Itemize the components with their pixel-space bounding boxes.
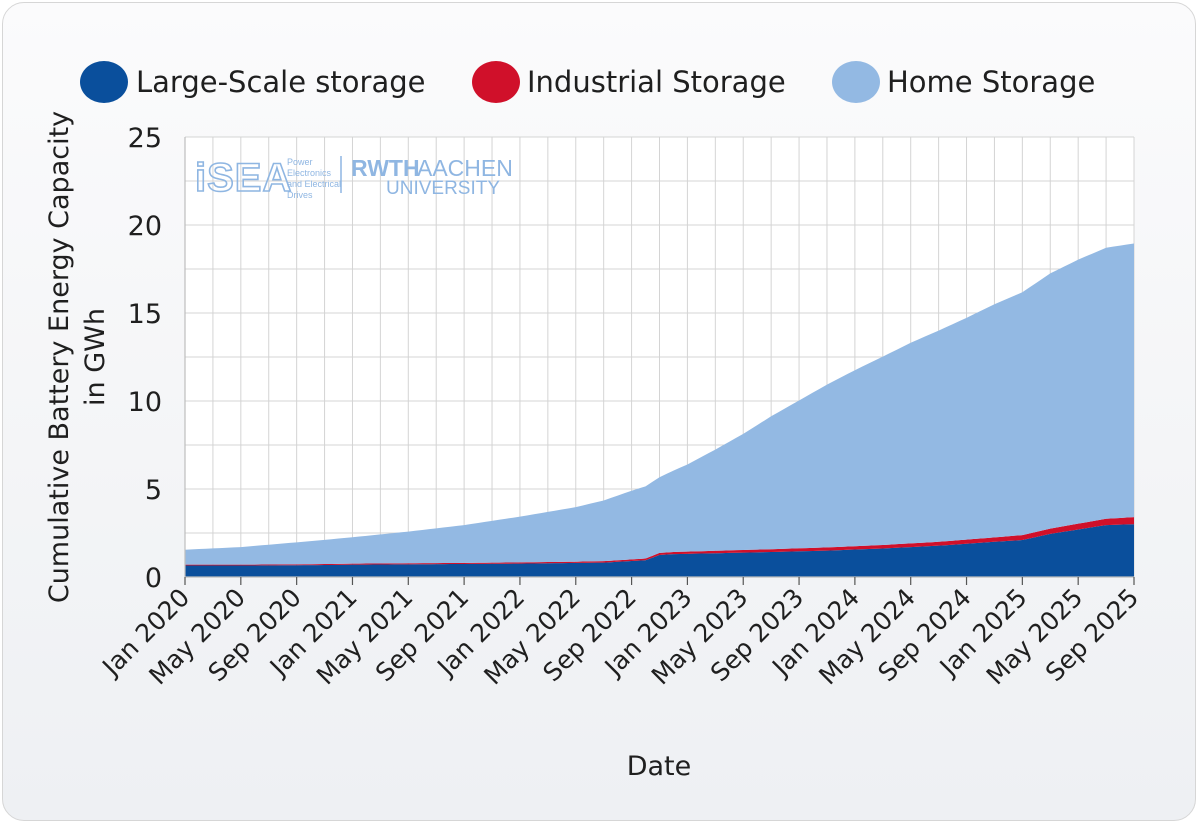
y-tick-label: 10 bbox=[128, 387, 162, 418]
y-axis-title-line2: in GWh bbox=[80, 308, 111, 406]
axes bbox=[184, 137, 1134, 578]
y-tick-label: 15 bbox=[128, 299, 162, 330]
isea-logo-text: iSEA bbox=[195, 156, 292, 200]
area-large-scale-storage bbox=[185, 524, 1134, 577]
rwth-logo-text: RWTH bbox=[351, 155, 420, 181]
legend-item-home: Home Storage bbox=[832, 61, 1095, 103]
isea-logo: iSEA Power Electronics and Electrical Dr… bbox=[194, 155, 341, 201]
isea-logo-sub-2: Electronics bbox=[287, 168, 332, 178]
y-tick-label: 20 bbox=[128, 211, 162, 242]
legend-item-industrial: Industrial Storage bbox=[472, 61, 786, 103]
legend-swatch-home bbox=[832, 61, 880, 103]
y-ticks: 0 5 10 15 20 25 bbox=[128, 123, 162, 594]
legend: Large-Scale storage Industrial Storage H… bbox=[80, 61, 1095, 103]
x-axis-title: Date bbox=[627, 751, 692, 782]
legend-item-large-scale: Large-Scale storage bbox=[80, 61, 425, 103]
isea-logo-sub-4: Drives bbox=[287, 190, 313, 200]
university-logo-text: UNIVERSITY bbox=[386, 178, 500, 199]
y-axis-title-line1: Cumulative Battery Energy Capacity bbox=[44, 111, 75, 603]
aachen-logo-text: AACHEN bbox=[417, 155, 513, 181]
isea-logo-sub-1: Power bbox=[287, 157, 313, 167]
rwth-logo: RWTH AACHEN UNIVERSITY bbox=[351, 155, 513, 199]
legend-label-industrial: Industrial Storage bbox=[527, 65, 786, 99]
legend-swatch-industrial bbox=[472, 61, 520, 103]
legend-label-large-scale: Large-Scale storage bbox=[136, 65, 425, 99]
legend-label-home: Home Storage bbox=[887, 65, 1095, 99]
y-tick-label: 0 bbox=[145, 563, 162, 594]
y-tick-label: 25 bbox=[128, 123, 162, 154]
area-home-storage bbox=[185, 243, 1134, 565]
legend-swatch-large-scale bbox=[80, 61, 128, 103]
stacked-areas bbox=[185, 243, 1134, 577]
y-tick-label: 5 bbox=[145, 475, 162, 506]
isea-logo-sub-3: and Electrical bbox=[287, 179, 341, 189]
